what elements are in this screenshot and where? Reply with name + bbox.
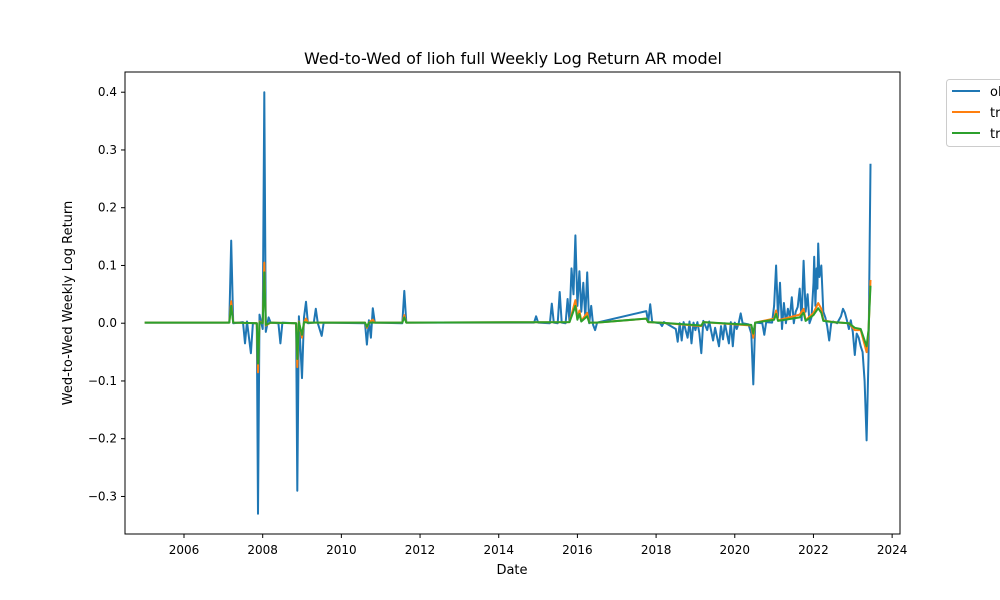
x-tick-label: 2020: [719, 543, 750, 557]
y-tick-label: −0.1: [88, 374, 117, 388]
series-line-3: [144, 271, 872, 365]
x-tick-label: 2024: [877, 543, 908, 557]
plot-frame: [124, 71, 901, 535]
x-tick-label: 2022: [798, 543, 829, 557]
legend: ol tr tr: [946, 79, 1000, 147]
y-tick-label: 0.4: [98, 85, 117, 99]
legend-label-3: tr: [990, 127, 1000, 142]
y-axis: −0.3 −0.2 −0.1 0.0 0.1 0.2 0.3 0.4: [88, 85, 125, 503]
x-tick-label: 2006: [169, 543, 200, 557]
series-line-2: [144, 261, 872, 374]
series-line-1: [144, 91, 872, 515]
chart-title: Wed-to-Wed of lioh full Weekly Log Retur…: [304, 49, 722, 68]
x-tick-label: 2014: [483, 543, 514, 557]
y-tick-label: −0.3: [88, 489, 117, 503]
x-tick-label: 2012: [405, 543, 436, 557]
x-axis-label: Date: [496, 563, 527, 578]
x-tick-label: 2008: [247, 543, 278, 557]
y-tick-label: 0.3: [98, 143, 117, 157]
legend-label-2: tr: [990, 106, 1000, 121]
legend-label-1: ol: [990, 85, 1000, 100]
y-tick-label: 0.1: [98, 258, 117, 272]
y-tick-label: 0.2: [98, 201, 117, 215]
x-tick-label: 2010: [326, 543, 357, 557]
y-tick-label: −0.2: [88, 432, 117, 446]
y-axis-label: Wed-to-Wed Weekly Log Return: [61, 201, 76, 406]
x-axis: 2006 2008 2010 2012 2014 2016 2018 2020 2022 2024: [169, 534, 908, 557]
x-tick-label: 2016: [562, 543, 593, 557]
series-group: [144, 91, 872, 515]
x-tick-label: 2018: [641, 543, 672, 557]
y-tick-label: 0.0: [98, 316, 117, 330]
